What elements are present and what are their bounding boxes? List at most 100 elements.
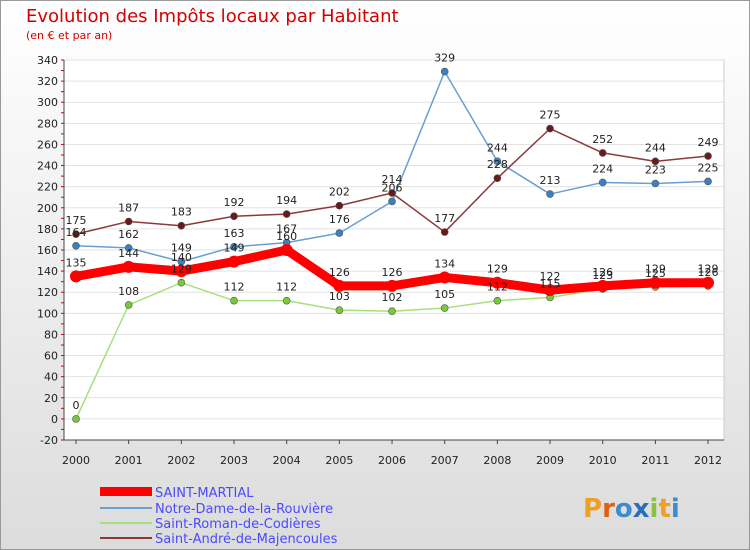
series-point-0 — [70, 270, 82, 283]
series-point-1 — [493, 157, 502, 166]
series-point-0 — [544, 284, 557, 297]
series-point-3 — [493, 174, 502, 183]
data-label-0: 134 — [434, 257, 455, 270]
x-tick-label: 2011 — [641, 454, 669, 467]
data-label-0: 140 — [171, 251, 192, 264]
x-tick-label: 2001 — [115, 454, 143, 467]
data-label-0: 129 — [487, 263, 508, 276]
data-label-1: 162 — [118, 228, 139, 241]
data-label-1: 244 — [487, 141, 508, 154]
legend-swatch-notre-dame — [100, 507, 152, 509]
legend-label-saint-martial: SAINT-MARTIAL — [155, 486, 254, 501]
series-point-3 — [651, 157, 660, 166]
data-label-1: 167 — [276, 223, 297, 236]
data-label-2: 129 — [171, 263, 192, 276]
logo-letter: P — [583, 494, 602, 524]
data-label-2: 0 — [73, 399, 80, 412]
legend-swatch-saint-andre — [100, 537, 152, 539]
logo-letter: t — [658, 494, 670, 524]
legend-label-notre-dame: Notre-Dame-de-la-Rouvière — [155, 502, 333, 517]
y-tick-label: 300 — [37, 96, 58, 109]
x-tick-label: 2004 — [273, 454, 301, 467]
data-label-0: 160 — [276, 230, 297, 243]
data-label-0: 126 — [329, 266, 350, 279]
series-point-1 — [546, 190, 554, 198]
x-tick-label: 2009 — [536, 454, 564, 467]
data-label-1: 224 — [592, 162, 613, 175]
y-tick-label: 180 — [37, 223, 58, 236]
data-label-1: 164 — [66, 226, 87, 239]
series-point-1 — [72, 241, 80, 250]
y-tick-label: 320 — [37, 75, 58, 88]
series-point-3 — [124, 217, 133, 226]
series-point-2 — [493, 296, 502, 305]
y-tick-label: -20 — [40, 434, 58, 447]
series-point-3 — [440, 228, 449, 236]
data-label-3: 249 — [698, 136, 719, 149]
legend-swatch-saint-martial — [100, 487, 152, 496]
data-label-2: 115 — [540, 278, 561, 291]
y-tick-label: 0 — [51, 413, 58, 426]
data-label-3: 177 — [434, 212, 455, 225]
data-label-2: 103 — [329, 290, 350, 303]
y-tick-label: 80 — [44, 328, 58, 341]
y-tick-label: 220 — [37, 181, 58, 194]
y-tick-label: 60 — [44, 350, 58, 363]
chart-title: Evolution des Impôts locaux par Habitant — [26, 6, 399, 27]
series-point-1 — [124, 244, 133, 252]
series-point-2 — [282, 296, 291, 305]
y-tick-label: 280 — [37, 117, 58, 130]
data-label-2: 125 — [645, 267, 666, 280]
legend-swatch-saint-roman — [100, 522, 152, 524]
x-tick-label: 2005 — [325, 454, 353, 467]
data-label-2: 102 — [382, 291, 403, 304]
series-point-3 — [598, 149, 607, 157]
data-label-0: 126 — [592, 266, 613, 279]
data-label-2: 112 — [487, 281, 508, 294]
data-labels: 164 162 149 163 167 176 206 329 244 213 224 223 225 1… — [66, 52, 719, 412]
data-label-2: 108 — [118, 285, 139, 298]
data-label-1: 149 — [171, 242, 192, 255]
x-tick-label: 2007 — [431, 454, 459, 467]
series-point-0 — [280, 244, 293, 256]
series-point-1 — [440, 67, 449, 76]
data-label-1: 329 — [434, 52, 455, 65]
data-label-0: 122 — [540, 270, 561, 283]
data-label-3: 175 — [66, 214, 87, 227]
series-layer — [70, 67, 715, 423]
legend-label-saint-roman: Saint-Roman-de-Codières — [155, 517, 321, 532]
series-point-2 — [124, 301, 133, 309]
series-point-1 — [388, 197, 396, 206]
series-point-3 — [72, 230, 80, 238]
data-label-0: 129 — [698, 263, 719, 276]
series-point-3 — [282, 210, 291, 218]
chart-subtitle: (en € et par an) — [26, 29, 112, 42]
series-point-2 — [177, 278, 186, 287]
x-tick-label: 2008 — [483, 454, 511, 467]
data-label-3: 228 — [487, 158, 508, 171]
proxiti-logo: Proxiti — [583, 494, 680, 524]
x-tick-label: 2002 — [167, 454, 195, 467]
data-label-3: 183 — [171, 206, 192, 219]
y-tick-label: 120 — [37, 286, 58, 299]
y-tick-label: 240 — [37, 160, 58, 173]
grid — [64, 59, 724, 441]
x-tick-label: 2003 — [220, 454, 248, 467]
data-label-2: 112 — [224, 281, 245, 294]
series-point-3 — [704, 152, 712, 160]
series-point-2 — [440, 304, 449, 312]
series-point-0 — [175, 265, 188, 278]
series-point-2 — [388, 307, 396, 316]
series-point-2 — [230, 296, 238, 305]
data-label-2: 126 — [698, 266, 719, 279]
data-label-1: 176 — [329, 213, 350, 226]
series-point-0 — [386, 279, 399, 292]
series-point-1 — [598, 178, 607, 187]
series-point-0 — [228, 255, 241, 268]
legend-label-saint-andre: Saint-André-de-Majencoules — [155, 532, 338, 547]
data-label-1: 223 — [645, 164, 666, 177]
data-label-0: 149 — [224, 242, 245, 255]
series-point-3 — [335, 201, 344, 210]
